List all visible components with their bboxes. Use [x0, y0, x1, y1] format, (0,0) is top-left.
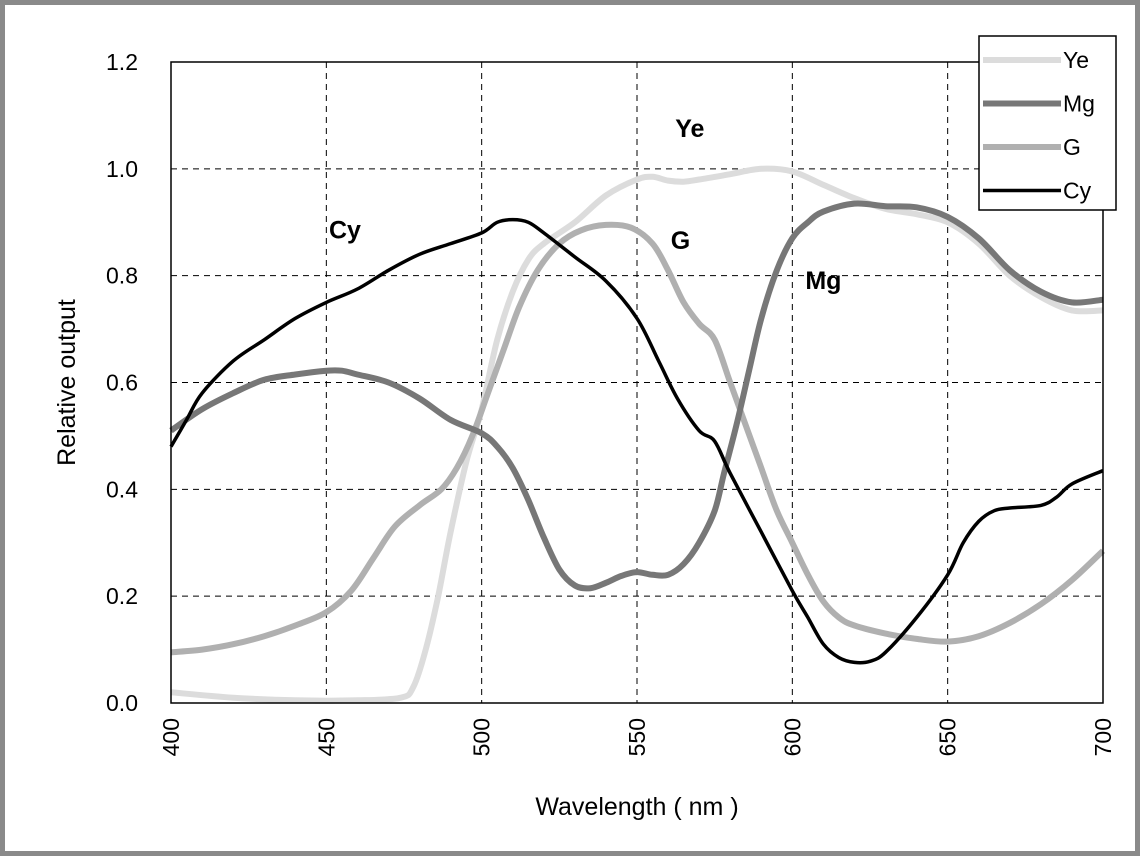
annotation-g: G	[671, 227, 690, 255]
x-tick-label: 600	[779, 718, 805, 756]
x-tick-label: 700	[1090, 718, 1116, 756]
annotation-cy: Cy	[329, 216, 361, 244]
y-tick-label: 1.2	[106, 49, 138, 75]
x-tick-label: 650	[935, 718, 961, 756]
y-tick-label: 0.0	[106, 690, 138, 716]
series-line-g	[170, 221, 1106, 656]
x-axis-ticks: 400 450 500 550 600 650 700	[158, 718, 1116, 756]
y-tick-label: 1.0	[106, 156, 138, 182]
legend-box	[978, 35, 1117, 211]
curve-annotations: Cy Ye G Mg	[329, 115, 841, 295]
series-line-ye	[170, 165, 1104, 704]
series-lines	[169, 165, 1106, 704]
legend-label-ye: Ye	[1063, 47, 1089, 73]
y-tick-label: 0.4	[106, 476, 138, 502]
y-axis-title: Relative output	[53, 299, 81, 466]
spectral-response-chart: 0.0 0.2 0.4 0.6 0.8 1.0 1.2 400 450 500 550 600 650…	[53, 35, 1117, 821]
annotation-mg: Mg	[805, 267, 841, 295]
y-tick-label: 0.8	[106, 263, 138, 289]
series-line-cy	[169, 217, 1104, 665]
x-tick-label: 550	[624, 718, 650, 756]
legend-label-mg: Mg	[1063, 91, 1095, 117]
legend: Ye Mg G Cy	[978, 35, 1117, 211]
y-tick-label: 0.6	[106, 370, 138, 396]
x-tick-label: 400	[158, 718, 184, 756]
x-axis-title: Wavelength ( nm )	[535, 793, 738, 821]
series-line-mg	[169, 200, 1104, 592]
y-tick-label: 0.2	[106, 583, 138, 609]
y-axis-ticks: 0.0 0.2 0.4 0.6 0.8 1.0 1.2	[106, 49, 138, 716]
x-tick-label: 500	[469, 718, 495, 756]
plot-area-border	[170, 61, 1104, 704]
legend-label-cy: Cy	[1063, 178, 1092, 204]
x-tick-label: 450	[313, 718, 339, 756]
legend-label-g: G	[1063, 134, 1081, 160]
annotation-ye: Ye	[675, 115, 704, 143]
grid-lines	[171, 62, 1103, 703]
